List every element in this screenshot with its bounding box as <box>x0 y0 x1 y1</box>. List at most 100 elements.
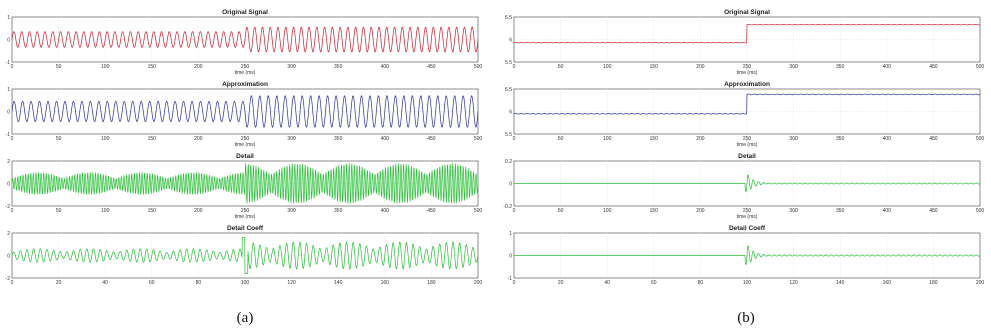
x-tick-label: 450 <box>427 64 436 70</box>
panel-title: Detail Coeff <box>729 225 766 232</box>
x-tick-label: 450 <box>929 136 938 142</box>
x-tick-label: 50 <box>558 64 564 70</box>
y-tick-label: 1 <box>509 231 512 237</box>
x-tick-label: 200 <box>696 208 705 214</box>
x-tick-label: 50 <box>558 208 564 214</box>
series-line <box>513 24 981 44</box>
y-tick-label: 6 <box>509 37 512 43</box>
series-line <box>11 95 479 128</box>
x-tick-label: 500 <box>474 136 483 142</box>
y-tick-label: 2 <box>7 231 10 237</box>
y-tick-label: -1 <box>508 276 513 282</box>
x-tick-label: 200 <box>696 136 705 142</box>
x-tick-label: 250 <box>241 64 250 70</box>
x-tick-label: 20 <box>56 280 62 286</box>
y-tick-label: 5.5 <box>505 132 512 138</box>
series-line <box>11 26 479 53</box>
x-tick-label: 0 <box>11 208 14 214</box>
x-tick-label: 100 <box>241 280 250 286</box>
y-tick-label: 5.5 <box>505 60 512 66</box>
y-tick-label: 0.2 <box>505 159 512 165</box>
x-tick-label: 50 <box>56 208 62 214</box>
y-tick-label: -2 <box>6 204 11 210</box>
x-tick-label: 50 <box>558 136 564 142</box>
x-tick-label: 180 <box>929 280 938 286</box>
y-tick-label: 6.5 <box>505 87 512 93</box>
x-tick-label: 120 <box>287 280 296 286</box>
x-tick-label: 0 <box>11 64 14 70</box>
x-tick-label: 0 <box>11 280 14 286</box>
series-line <box>11 237 479 274</box>
panel-title: Detail Coeff <box>227 225 264 232</box>
y-tick-label: 0 <box>509 181 512 187</box>
y-tick-label: -1 <box>6 132 11 138</box>
x-tick-label: 160 <box>883 280 892 286</box>
y-tick-label: 0 <box>7 37 10 43</box>
caption-a: (a) <box>237 310 254 326</box>
y-tick-label: -0.2 <box>503 204 512 210</box>
x-tick-label: 40 <box>604 280 610 286</box>
x-tick-label: 0 <box>11 136 14 142</box>
x-tick-label: 300 <box>287 136 296 142</box>
x-tick-label: 100 <box>101 208 110 214</box>
panel-a-2: Approximation 0 50 100 150 200 250 300 350 400 450… <box>6 81 483 148</box>
x-tick-label: 80 <box>196 280 202 286</box>
x-tick-label: 350 <box>334 136 343 142</box>
x-tick-label: 400 <box>381 136 390 142</box>
x-tick-label: 140 <box>836 280 845 286</box>
x-tick-label: 150 <box>650 136 659 142</box>
x-tick-label: 450 <box>929 64 938 70</box>
x-tick-label: 150 <box>650 64 659 70</box>
y-tick-label: 0 <box>7 181 10 187</box>
x-tick-label: 400 <box>883 208 892 214</box>
x-tick-label: 0 <box>513 136 516 142</box>
panel-title: Approximation <box>724 81 770 88</box>
x-tick-label: 300 <box>789 136 798 142</box>
x-tick-label: 500 <box>976 136 985 142</box>
panel-title: Detail <box>738 153 756 160</box>
x-tick-label: 250 <box>743 208 752 214</box>
x-tick-label: 150 <box>148 64 157 70</box>
x-tick-label: 450 <box>427 136 436 142</box>
y-tick-label: 2 <box>7 159 10 165</box>
y-tick-label: 0 <box>7 253 10 259</box>
panel-a-1: Original Signal 0 50 100 150 200 250 300 350 400 4… <box>6 9 483 76</box>
y-tick-label: 1 <box>7 87 10 93</box>
x-tick-label: 50 <box>56 136 62 142</box>
x-tick-label: 400 <box>381 208 390 214</box>
x-tick-label: 400 <box>883 64 892 70</box>
x-tick-label: 400 <box>883 136 892 142</box>
x-tick-label: 100 <box>603 136 612 142</box>
x-axis-label: time (ms) <box>737 142 758 148</box>
series-line <box>11 163 479 204</box>
x-tick-label: 100 <box>603 208 612 214</box>
y-tick-label: 6.5 <box>505 15 512 21</box>
y-tick-label: -2 <box>6 276 11 282</box>
x-tick-label: 100 <box>603 64 612 70</box>
x-tick-label: 40 <box>102 280 108 286</box>
x-tick-label: 500 <box>976 208 985 214</box>
series-line <box>513 93 981 115</box>
x-axis-label: time (ms) <box>737 70 758 76</box>
panel-b-1: Original Signal 0 50 100 150 200 250 300 350 400 4… <box>505 9 984 76</box>
x-tick-label: 200 <box>976 280 985 286</box>
x-tick-label: 50 <box>56 64 62 70</box>
x-tick-label: 300 <box>789 64 798 70</box>
caption-b: (b) <box>737 310 755 326</box>
x-tick-label: 300 <box>287 208 296 214</box>
x-tick-label: 0 <box>513 208 516 214</box>
x-tick-label: 200 <box>194 208 203 214</box>
panel-title: Detail <box>236 153 254 160</box>
y-tick-label: 0 <box>509 253 512 259</box>
x-tick-label: 250 <box>241 208 250 214</box>
x-tick-label: 350 <box>334 208 343 214</box>
x-tick-label: 180 <box>427 280 436 286</box>
x-tick-label: 60 <box>149 280 155 286</box>
x-tick-label: 400 <box>381 64 390 70</box>
x-tick-label: 350 <box>836 136 845 142</box>
x-tick-label: 20 <box>558 280 564 286</box>
